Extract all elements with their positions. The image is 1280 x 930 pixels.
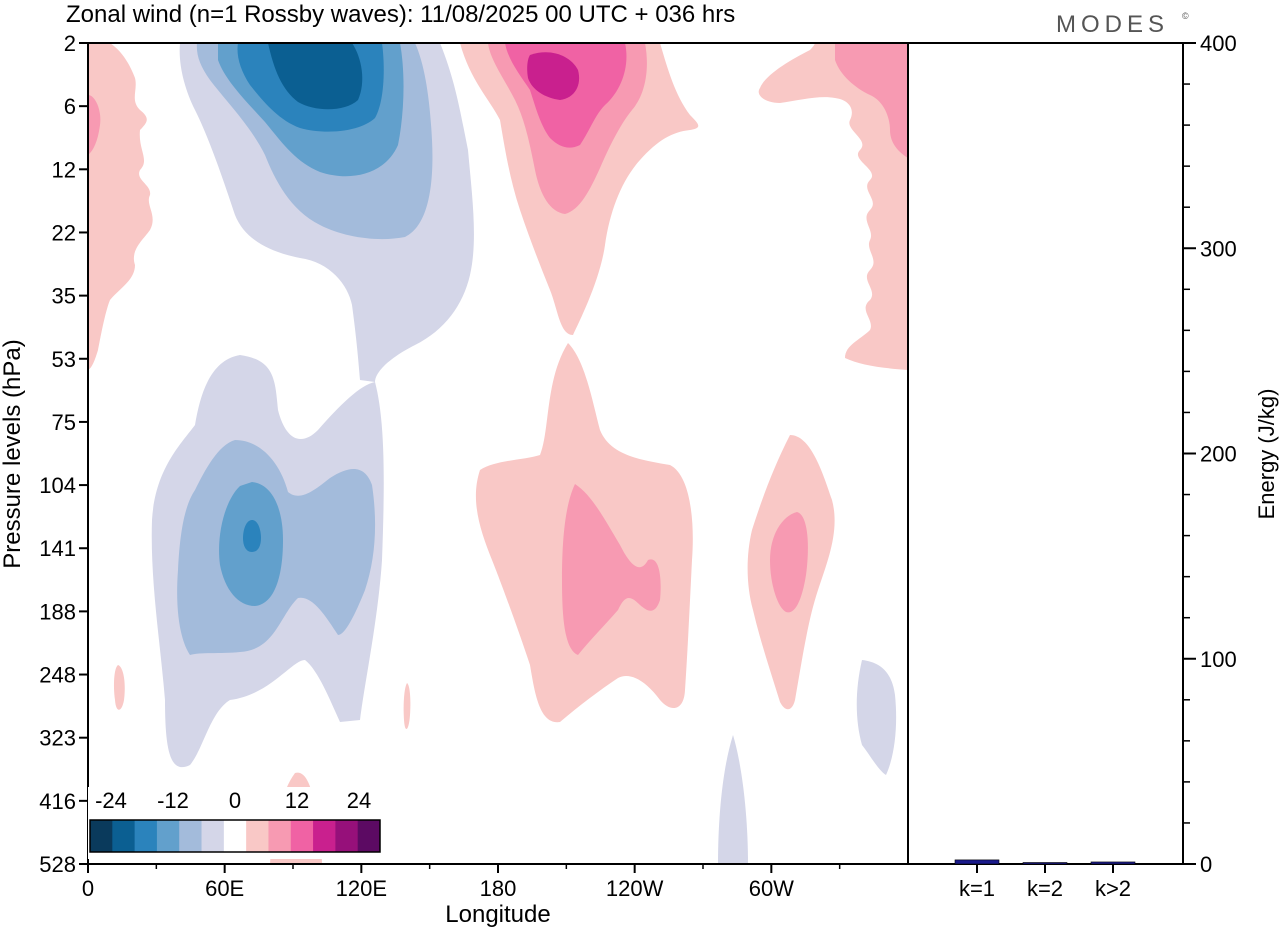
y-tick-label: 35 [52, 284, 76, 309]
energy-bar [1022, 862, 1068, 865]
x-axis-title: Longitude [445, 901, 550, 928]
colorbar-cell [90, 820, 113, 852]
colorbar-cell [335, 820, 359, 852]
colorbar-cell [357, 820, 381, 852]
x-tick-label: 60E [205, 876, 244, 901]
energy-tick-label: 100 [1200, 647, 1237, 672]
energy-tick-label: 200 [1200, 442, 1237, 467]
y-tick-label: 53 [52, 347, 76, 372]
neg-upper-level5 [268, 43, 363, 110]
y-tick-label: 6 [64, 94, 76, 119]
energy-tick-label: 300 [1200, 236, 1237, 261]
colorbar-cell [201, 820, 225, 852]
x-tick-label: 180 [480, 876, 517, 901]
colorbar-tick-label: -12 [157, 788, 189, 813]
pos-rightedge-level2 [835, 43, 908, 158]
energy-bar [1090, 861, 1136, 865]
x-tick-label: 0 [82, 876, 94, 901]
neg-lower-core [243, 520, 261, 552]
x-axis: 0 60E 120E 180 120W 60W [82, 864, 841, 901]
pos-spot-a [114, 665, 125, 710]
pos-upper-level4 [527, 52, 580, 100]
energy-tick-label: 0 [1200, 852, 1212, 877]
colorbar-cell [268, 820, 292, 852]
colorbar-frame [89, 819, 381, 853]
colorbar-cell [112, 820, 136, 852]
energy-cat-label: k=1 [959, 876, 995, 901]
pos-rightedge-region [758, 43, 908, 370]
y-tick-label: 248 [39, 663, 76, 688]
colorbar: -24 -12 0 12 24 [88, 787, 382, 859]
y-tick-label: 22 [52, 220, 76, 245]
y-tick-label: 141 [39, 536, 76, 561]
y-tick-label: 323 [39, 726, 76, 751]
pos-lower-level2 [562, 484, 661, 655]
energy-tick-label: 400 [1200, 31, 1237, 56]
contour-field [88, 43, 908, 864]
y-axis-left: 2 6 12 22 35 53 75 104 141 188 248 323 416 528 [39, 31, 88, 877]
colorbar-cell [313, 820, 336, 852]
energy-bars: k=1 k=2 k>2 [954, 859, 1136, 901]
energy-axis: 0 100 200 300 400 [1183, 31, 1237, 877]
y-tick-label: 75 [52, 410, 76, 435]
y-tick-label: 528 [39, 852, 76, 877]
pos-leftedge-level2 [88, 95, 101, 155]
colorbar-tick-label: 12 [285, 788, 309, 813]
colorbar-tick-label: 24 [347, 788, 371, 813]
energy-bar [954, 859, 1000, 865]
y-tick-label: 2 [64, 31, 76, 56]
colorbar-cell [156, 820, 180, 852]
pos-spot-b [403, 683, 411, 730]
y-tick-label: 416 [39, 789, 76, 814]
pos-leftedge-region [88, 43, 153, 370]
y-tick-label: 12 [52, 157, 76, 182]
x-tick-label: 120W [606, 876, 664, 901]
x-tick-label: 120E [336, 876, 387, 901]
pos-right-level2 [770, 512, 808, 613]
neg-right-region [856, 660, 897, 775]
brand-logo: MODES [1056, 11, 1169, 38]
chart-title: Zonal wind (n=1 Rossby waves): 11/08/202… [66, 1, 735, 28]
energy-axis-title: Energy (J/kg) [1254, 389, 1279, 520]
colorbar-cell [134, 820, 158, 852]
colorbar-cell [290, 820, 314, 852]
x-tick-label: 60W [749, 876, 794, 901]
colorbar-tick-label: -24 [95, 788, 127, 813]
colorbar-cell [179, 820, 203, 852]
energy-cat-label: k=2 [1027, 876, 1063, 901]
colorbar-cell [223, 820, 247, 852]
energy-cat-label: k>2 [1095, 876, 1131, 901]
colorbar-cell [246, 820, 269, 852]
y-axis-title: Pressure levels (hPa) [0, 339, 26, 568]
y-tick-label: 104 [39, 473, 76, 498]
colorbar-tick-label: 0 [229, 788, 241, 813]
y-tick-label: 188 [39, 599, 76, 624]
brand-mark: © [1182, 11, 1189, 21]
neg-spike-region [718, 735, 748, 864]
